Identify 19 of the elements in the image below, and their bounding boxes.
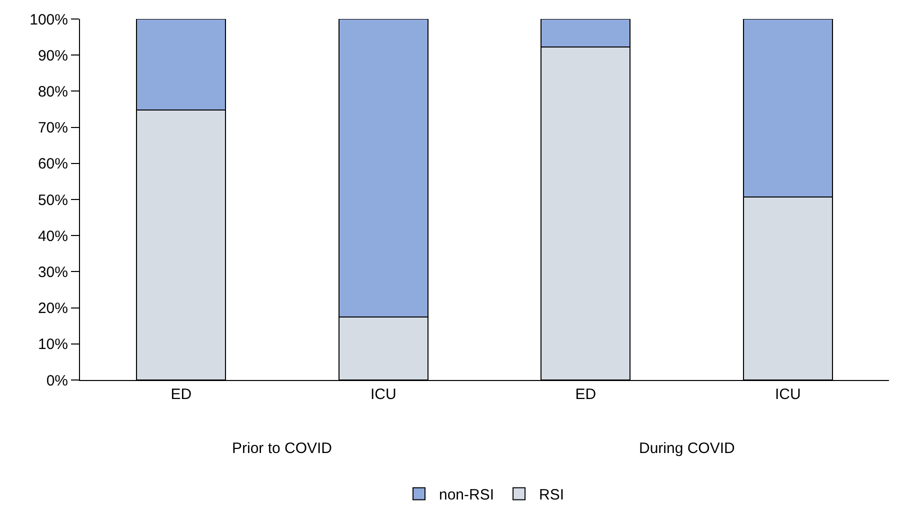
text: During COVID xyxy=(639,440,736,457)
legend-label: RSI xyxy=(539,486,564,504)
x-tick-label: ICU xyxy=(370,386,396,403)
y-tick-label: 40% xyxy=(38,228,68,245)
y-tick-label: 30% xyxy=(38,264,68,281)
y-tick-label: 80% xyxy=(38,83,68,100)
x-tick-label: ICU xyxy=(774,386,801,403)
legend-label: non-RSI xyxy=(439,486,494,504)
y-tick-label: 0% xyxy=(46,372,68,390)
y-tick-label: 90% xyxy=(38,47,68,64)
text: Prior to COVID xyxy=(232,440,332,457)
y-tick-label: 20% xyxy=(38,300,68,318)
y-tick-label: 60% xyxy=(38,156,68,173)
y-tick-label: 100% xyxy=(30,11,68,28)
y-tick-label: 70% xyxy=(38,120,68,137)
x-tick-label: ED xyxy=(575,386,596,403)
x-tick-label: ED xyxy=(170,386,192,403)
y-tick-label: 10% xyxy=(38,336,68,354)
y-tick-label: 50% xyxy=(38,192,68,209)
